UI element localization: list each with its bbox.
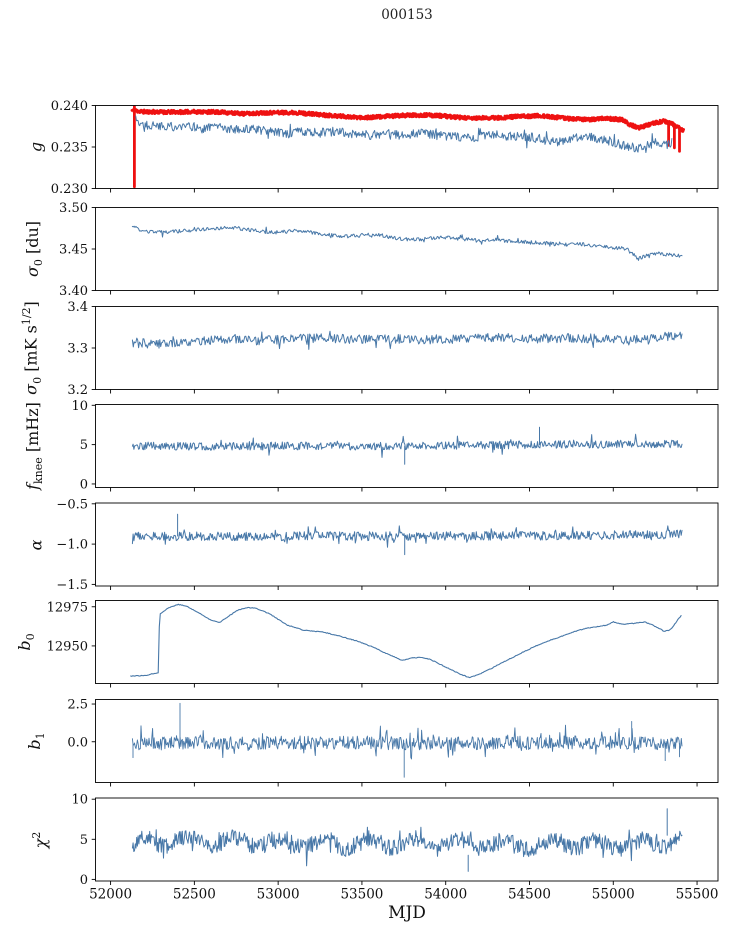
panel-frame bbox=[95, 306, 719, 390]
series-chi2 bbox=[131, 808, 683, 872]
y-tick-label: 0 bbox=[80, 873, 88, 888]
panel-frame bbox=[95, 207, 719, 291]
y-label-χ2: χ2 bbox=[29, 831, 51, 848]
y-label-σ0 [mK s1/2]: σ0 [mK s1/2] bbox=[20, 301, 44, 395]
y-tick-label: 0.235 bbox=[51, 141, 88, 156]
panel-frame bbox=[95, 699, 719, 783]
y-tick-label: 3.45 bbox=[59, 243, 88, 258]
y-label-b0: b0 bbox=[14, 633, 38, 651]
y-label-σ0 [du]: σ0 [du] bbox=[22, 220, 46, 278]
y-tick-label: 0.240 bbox=[51, 99, 88, 114]
series-g-red bbox=[130, 105, 685, 189]
y-tick-label: −0.5 bbox=[56, 497, 88, 512]
y-tick-label: 3.2 bbox=[67, 383, 88, 398]
panel-χ2: 0 5 10 52000 52500 53000 53500 54000 54500 55000 5… bbox=[71, 793, 718, 903]
panel-α: −1.5 −1.0 −0.5 bbox=[56, 497, 719, 593]
panel-g: 0.230 0.235 0.240 bbox=[51, 99, 719, 197]
x-tick-label: 55500 bbox=[676, 887, 719, 903]
y-tick-label: 0.230 bbox=[51, 182, 88, 197]
y-label-fknee [mHz]: fknee [mHz] bbox=[22, 402, 46, 490]
panel-fknee [mHz]: 0 5 10 bbox=[71, 399, 719, 492]
panel-σ0 [du]: 3.40 3.45 3.50 bbox=[59, 201, 719, 299]
y-tick-label: 2.5 bbox=[67, 698, 88, 713]
x-tick-label: 54500 bbox=[508, 887, 551, 903]
y-tick-label: 0.0 bbox=[67, 735, 88, 750]
y-tick-label: 3.3 bbox=[67, 342, 88, 357]
x-tick-label: 54000 bbox=[424, 887, 467, 903]
x-tick-label: 52000 bbox=[89, 887, 132, 903]
x-tick-label: 52500 bbox=[173, 887, 216, 903]
panel-b1: 0.0 2.5 bbox=[67, 698, 719, 787]
y-tick-label: 0 bbox=[80, 477, 88, 492]
y-tick-label: 3.50 bbox=[59, 201, 88, 216]
x-tick-label: 53500 bbox=[340, 887, 383, 903]
y-tick-label: 10 bbox=[71, 793, 88, 808]
series-sigma0-mK bbox=[131, 330, 683, 350]
y-tick-label: 12950 bbox=[47, 639, 88, 654]
series-b0 bbox=[130, 603, 682, 679]
series-b1 bbox=[131, 702, 683, 778]
series-alpha bbox=[131, 513, 683, 556]
x-tick-label: 55000 bbox=[592, 887, 635, 903]
y-label-α: α bbox=[26, 539, 46, 550]
y-tick-label: 5 bbox=[80, 833, 88, 848]
panel-b0: 12950 12975 bbox=[47, 600, 719, 688]
x-axis-label: MJD bbox=[388, 903, 426, 923]
plot-title: 000153 bbox=[381, 7, 433, 23]
panel-frame bbox=[95, 600, 719, 684]
series-g-blue bbox=[135, 115, 673, 153]
y-tick-label: 10 bbox=[71, 399, 88, 414]
panel-σ0 [mK s1/2]: 3.2 3.3 3.4 bbox=[67, 300, 719, 398]
x-tick-label: 53000 bbox=[257, 887, 300, 903]
series-sigma0-du bbox=[131, 225, 683, 261]
y-tick-label: 5 bbox=[80, 438, 88, 453]
y-label-g: g bbox=[26, 141, 46, 153]
y-label-b1: b1 bbox=[24, 732, 48, 750]
y-tick-label: −1.0 bbox=[56, 538, 88, 553]
y-tick-label: 12975 bbox=[47, 600, 88, 615]
y-tick-label: 3.40 bbox=[59, 284, 88, 299]
y-tick-label: 3.4 bbox=[67, 300, 88, 315]
y-tick-label: −1.5 bbox=[56, 578, 88, 593]
panel-frame bbox=[95, 404, 719, 488]
panel-frame bbox=[95, 502, 719, 587]
series-f-knee bbox=[131, 426, 683, 465]
